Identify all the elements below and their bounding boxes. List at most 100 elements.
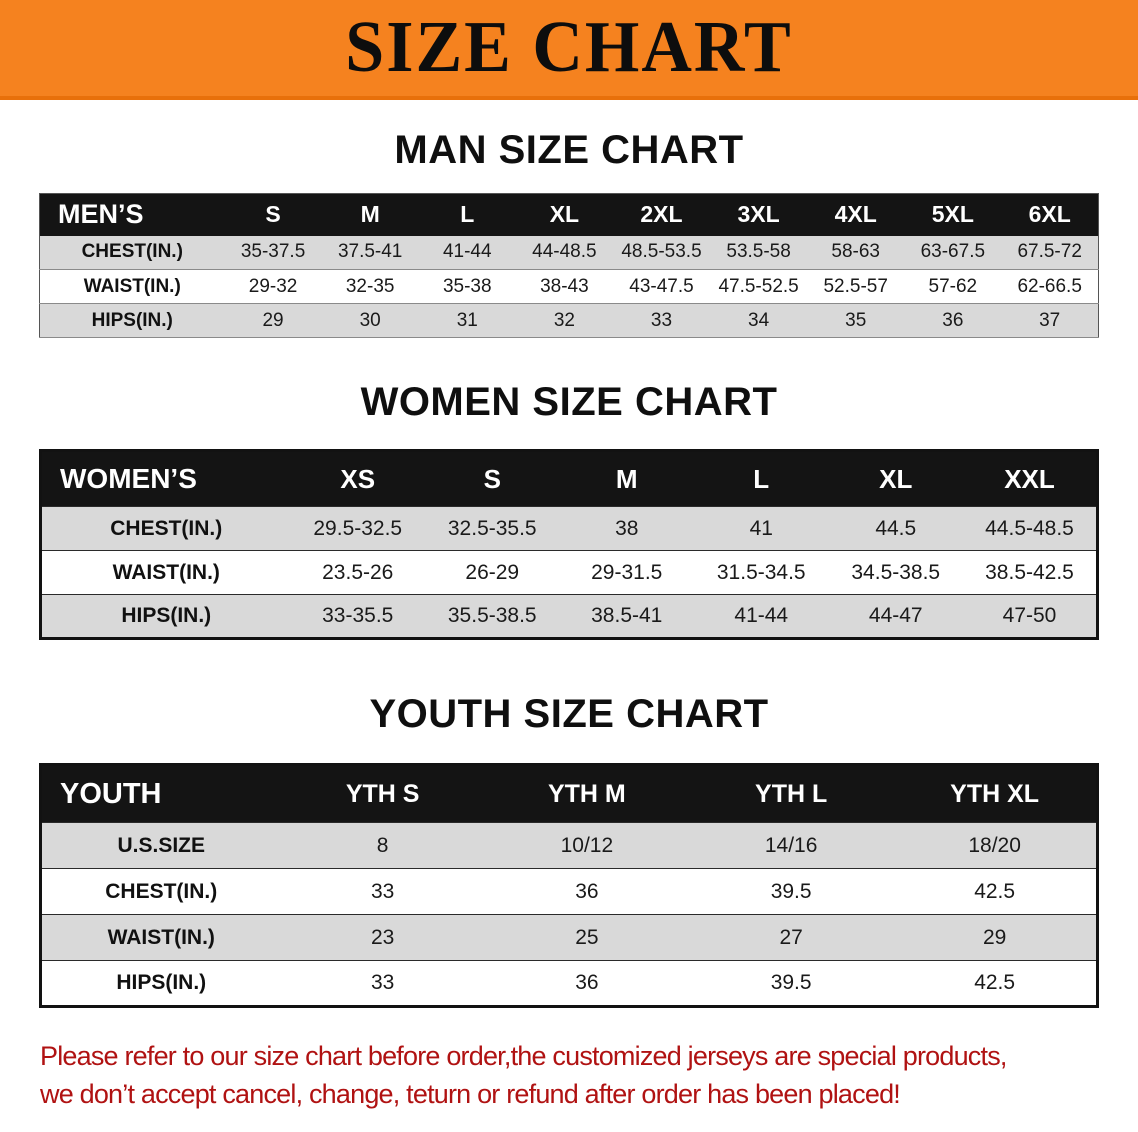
row-label-header: MEN’S: [58, 199, 144, 230]
size-value: 67.5-72: [1017, 241, 1082, 263]
size-value: 58-63: [831, 241, 881, 263]
size-value: 52.5-57: [823, 275, 888, 297]
size-value: 31.5-34.5: [716, 560, 806, 584]
size-value: 31: [456, 309, 478, 331]
size-value: 26-29: [465, 560, 520, 584]
row-label: CHEST(IN.): [105, 879, 218, 903]
size-value: 36: [575, 879, 599, 903]
size-value: 44-47: [868, 604, 923, 627]
size-value: 8: [376, 833, 389, 857]
size-value: 29: [982, 925, 1007, 949]
size-value: 41-44: [734, 604, 789, 627]
table-header-row: MEN’S S M L XL 2XL 3XL 4XL 5XL 6XL: [39, 193, 1099, 236]
row-label-header: YOUTH: [60, 777, 162, 810]
size-value: 38.5-42.5: [985, 560, 1074, 584]
table-row: CHEST(IN.) 35-37.5 37.5-41 41-44 44-48.5 48.5…: [39, 235, 1099, 270]
size-value: 10/12: [560, 833, 614, 857]
size-value: 41: [749, 516, 773, 540]
size-value: 35.5-38.5: [447, 604, 537, 627]
youth-section-heading: YOUTH SIZE CHART: [369, 692, 769, 736]
size-value: 44.5: [875, 516, 917, 540]
size-value: 35: [845, 309, 867, 331]
size-value: 32: [553, 309, 575, 331]
size-value: 44.5-48.5: [985, 516, 1074, 540]
size-column-header: YTH M: [547, 779, 626, 808]
row-label: CHEST(IN.): [110, 516, 223, 540]
men-section-heading: MAN SIZE CHART: [394, 128, 744, 172]
size-value: 27: [779, 925, 803, 949]
men-section: MAN SIZE CHART MEN’S S M L XL 2XL 3XL 4XL 5XL 6XL…: [0, 100, 1138, 338]
size-value: 30: [359, 309, 381, 331]
size-column-header: L: [753, 463, 770, 494]
size-column-header: 4XL: [834, 201, 877, 228]
size-value: 41-44: [442, 241, 492, 263]
table-row: WAIST(IN.) 23.5-26 26-29 29-31.5 31.5-34.5 34…: [40, 550, 1098, 595]
size-column-header: YTH S: [345, 779, 420, 808]
size-column-header: S: [483, 463, 501, 494]
size-value: 44-48.5: [532, 241, 597, 263]
table-header-row: YOUTH YTH S YTH M YTH L YTH XL: [40, 764, 1098, 823]
size-value: 63-67.5: [920, 241, 986, 263]
row-label: WAIST(IN.): [107, 925, 215, 949]
women-section-heading: WOMEN SIZE CHART: [360, 380, 778, 424]
size-column-header: 3XL: [737, 201, 780, 228]
size-value: 42.5: [974, 971, 1016, 994]
row-label: CHEST(IN.): [81, 241, 183, 263]
size-column-header: 6XL: [1028, 201, 1071, 228]
disclaimer-line: Please refer to our size chart before or…: [40, 1041, 1007, 1071]
size-column-header: 2XL: [640, 201, 683, 228]
size-value: 37: [1039, 309, 1061, 331]
size-value: 47.5-52.5: [718, 275, 799, 297]
size-column-header: 5XL: [931, 201, 974, 228]
size-value: 29: [262, 309, 284, 331]
table-row: HIPS(IN.) 29 30 31 32 33 34 35 36 37: [39, 303, 1099, 338]
size-value: 29.5-32.5: [313, 516, 403, 540]
size-value: 36: [942, 309, 964, 331]
size-value: 14/16: [764, 833, 818, 857]
table-row: CHEST(IN.) 33 36 39.5 42.5: [40, 868, 1098, 915]
size-column-header: XL: [549, 201, 580, 228]
row-label: WAIST(IN.): [112, 560, 220, 584]
size-column-header: XS: [340, 463, 376, 494]
size-value: 62-66.5: [1017, 275, 1082, 297]
size-column-header: L: [460, 201, 475, 228]
size-value: 35-37.5: [240, 241, 306, 263]
size-value: 57-62: [928, 275, 978, 297]
size-column-header: XXL: [1004, 463, 1055, 494]
size-value: 34: [748, 309, 770, 331]
youth-size-table: YOUTH YTH S YTH M YTH L YTH XL U.S.SIZE 8 10/12…: [39, 763, 1099, 1008]
size-column-header: YTH L: [755, 779, 828, 808]
size-value: 33: [370, 879, 395, 903]
table-row: HIPS(IN.) 33 36 39.5 42.5: [40, 960, 1098, 1007]
table-row: HIPS(IN.) 33-35.5 35.5-38.5 38.5-41 41-44 44-…: [40, 594, 1098, 639]
row-label: HIPS(IN.): [116, 971, 207, 994]
size-value: 32-35: [345, 275, 395, 297]
youth-section: YOUTH SIZE CHART YOUTH YTH S YTH M YTH L YTH…: [0, 640, 1138, 1008]
row-label: HIPS(IN.): [91, 309, 173, 331]
table-row: WAIST(IN.) 23 25 27 29: [40, 914, 1098, 961]
size-value: 33: [370, 971, 395, 994]
size-value: 33-35.5: [322, 604, 394, 627]
size-value: 47-50: [1002, 604, 1057, 627]
page-title: SIZE CHART: [345, 7, 793, 88]
size-value: 34.5-38.5: [851, 560, 941, 584]
row-label: WAIST(IN.): [83, 275, 181, 297]
size-value: 36: [575, 971, 599, 994]
size-column-header: M: [615, 463, 638, 494]
disclaimer-text: Please refer to our size chart before or…: [40, 1038, 1138, 1114]
size-value: 38: [615, 516, 639, 540]
women-size-table: WOMEN’S XS S M L XL XXL CHEST(IN.) 29.5-32.5 32.5…: [39, 449, 1099, 640]
size-column-header: S: [265, 201, 281, 228]
size-value: 38.5-41: [591, 604, 663, 627]
size-value: 53.5-58: [726, 241, 791, 263]
size-value: 23.5-26: [322, 560, 394, 584]
size-value: 29-31.5: [591, 560, 663, 584]
row-label-header: WOMEN’S: [60, 463, 197, 494]
row-label: U.S.SIZE: [117, 833, 206, 857]
size-value: 32.5-35.5: [447, 516, 537, 540]
size-value: 48.5-53.5: [621, 241, 702, 263]
size-column-header: XL: [879, 463, 913, 494]
size-value: 33: [650, 309, 673, 331]
disclaimer-line: we don’t accept cancel, change, teturn o…: [40, 1078, 901, 1109]
